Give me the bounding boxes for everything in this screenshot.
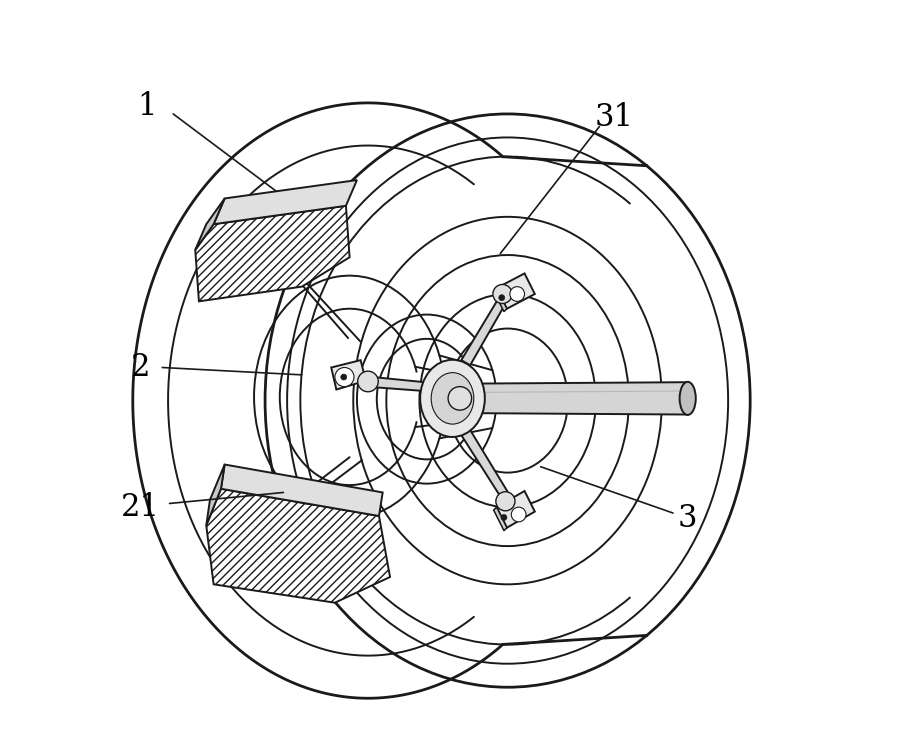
Circle shape [357,371,378,392]
Circle shape [510,287,525,301]
Text: 2: 2 [130,352,150,383]
Circle shape [511,507,526,522]
Ellipse shape [431,373,474,424]
Text: 21: 21 [120,492,159,523]
Polygon shape [206,489,390,603]
Text: 1: 1 [138,91,157,122]
Polygon shape [493,288,507,312]
Polygon shape [195,206,349,301]
Circle shape [496,492,515,511]
Polygon shape [497,273,535,309]
Text: 3: 3 [678,503,698,534]
Circle shape [501,514,507,520]
Circle shape [341,374,347,380]
Ellipse shape [680,382,696,415]
Polygon shape [206,465,224,526]
Polygon shape [462,295,508,365]
Circle shape [335,368,354,387]
Polygon shape [214,180,357,224]
Polygon shape [497,491,535,528]
Text: 31: 31 [595,102,634,133]
Polygon shape [366,376,424,391]
Polygon shape [493,507,507,531]
Circle shape [499,295,505,301]
Ellipse shape [420,360,485,437]
Polygon shape [221,465,383,516]
Polygon shape [462,430,510,500]
Polygon shape [460,382,688,415]
Polygon shape [195,198,224,250]
Circle shape [493,284,512,304]
Circle shape [448,387,472,410]
Polygon shape [331,360,366,390]
